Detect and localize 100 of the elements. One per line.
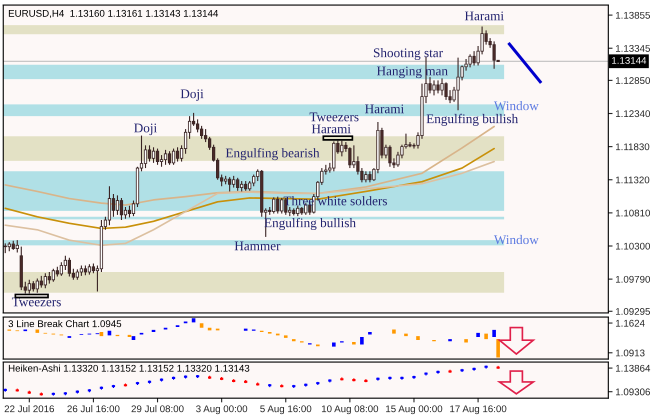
candlestick — [44, 272, 47, 289]
annotation: Doji — [180, 89, 204, 101]
candlestick — [472, 50, 476, 66]
candlestick — [144, 144, 148, 169]
candlestick — [468, 54, 472, 68]
candlestick — [368, 170, 372, 183]
ref-line-label: 1.13144 — [612, 57, 646, 64]
candlestick — [32, 280, 35, 292]
candlestick — [436, 80, 440, 94]
candlestick — [40, 275, 43, 288]
candlestick — [36, 278, 39, 294]
x-tick-label: 3 Aug 00:00 — [196, 405, 248, 414]
candlestick — [164, 149, 168, 166]
bar — [492, 330, 496, 338]
line-series — [4, 126, 495, 206]
candlestick — [4, 242, 7, 254]
x-tick-label: 15 Aug 00:00 — [386, 405, 442, 414]
candlestick — [280, 197, 284, 214]
chart-title: Heiken-Ashi 1.13320 1.13152 1.13152 1.13320 1.13143 — [8, 364, 250, 372]
x-tick-label: 22 Jul 2016 — [4, 405, 54, 412]
y-tick-label: 1.10810 — [616, 210, 650, 216]
candlestick — [440, 78, 444, 96]
candlestick — [200, 125, 204, 140]
bar — [360, 337, 364, 345]
bar — [484, 334, 488, 340]
y-tick-label: 1.10300 — [616, 242, 650, 250]
x-tick-label: 26 Jul 16:00 — [67, 405, 120, 412]
candlestick — [236, 177, 240, 192]
y-tick-label: 1.11830 — [616, 143, 650, 150]
bar — [284, 335, 288, 338]
x-tick-label: 10 Aug 08:00 — [322, 405, 378, 414]
candlestick — [48, 271, 51, 284]
candlestick — [244, 180, 248, 192]
candlestick — [492, 40, 496, 70]
candlestick — [28, 279, 31, 294]
annotation: Window — [494, 234, 539, 244]
candlestick — [196, 118, 200, 133]
bar — [192, 318, 196, 322]
candlestick — [68, 257, 71, 278]
y-tick-label: 1.09790 — [616, 276, 650, 283]
bar — [416, 336, 420, 340]
annotation: Hammer — [234, 242, 280, 250]
chart-title: EURUSD,H4 1.13160 1.13161 1.13143 1.13144 — [8, 10, 218, 18]
candlestick — [76, 268, 80, 280]
annotation: Tweezers — [310, 112, 359, 122]
bar — [352, 342, 356, 345]
candlestick — [340, 140, 344, 157]
annotation: Engulfing bearish — [226, 148, 320, 160]
chart-title: 3 Line Break Chart 1.0945 — [8, 320, 122, 328]
candlestick — [444, 82, 448, 100]
candlestick — [56, 266, 59, 278]
bar — [332, 342, 336, 347]
x-tick-label: 5 Aug 16:00 — [260, 405, 312, 414]
candlestick — [12, 240, 15, 250]
candlestick — [108, 186, 112, 226]
bar — [128, 334, 132, 338]
candlestick — [240, 180, 244, 192]
annotation: Tweezers — [12, 298, 61, 306]
y-tick-label: 1.09306 — [616, 388, 650, 396]
bar — [36, 329, 40, 333]
y-tick-label: 1.13855 — [616, 12, 650, 19]
candlestick — [120, 197, 124, 221]
y-tick-label: 1.12850 — [616, 77, 650, 84]
bar — [368, 332, 372, 334]
candlestick — [232, 175, 236, 188]
candlestick — [80, 264, 84, 276]
annotation: Harami — [312, 124, 351, 134]
x-tick-label: 29 Jul 08:00 — [132, 405, 184, 412]
y-tick-label: 1.13345 — [616, 44, 650, 52]
bar — [200, 323, 204, 328]
candlestick — [432, 80, 436, 96]
candlestick — [116, 194, 120, 216]
candlestick — [52, 268, 55, 282]
candlestick — [428, 76, 432, 94]
bar — [132, 336, 136, 340]
line-series — [4, 148, 495, 230]
bar — [208, 328, 212, 330]
candlestick — [112, 193, 116, 218]
annotation: Harami — [365, 104, 404, 114]
y-tick-label: 1.0913 — [616, 350, 645, 356]
annotation: Doji — [134, 124, 157, 136]
candlestick — [388, 144, 392, 168]
candlestick — [168, 150, 172, 166]
bar — [464, 339, 468, 342]
candlestick — [148, 144, 152, 162]
bar — [476, 332, 480, 338]
bar — [392, 329, 396, 334]
candlestick — [92, 262, 96, 274]
candlestick — [296, 205, 300, 217]
annotation: Shooting star — [374, 48, 443, 60]
candlestick — [352, 144, 356, 169]
candlestick — [276, 196, 280, 214]
candlestick — [364, 170, 368, 183]
candlestick — [84, 264, 88, 276]
candlestick — [60, 262, 63, 276]
annotation: Engulfing bullish — [426, 114, 518, 126]
bar — [496, 339, 500, 358]
candlestick — [160, 154, 164, 168]
y-tick-label: 1.1624 — [616, 320, 645, 327]
y-tick-label: 1.09295 — [616, 308, 650, 315]
